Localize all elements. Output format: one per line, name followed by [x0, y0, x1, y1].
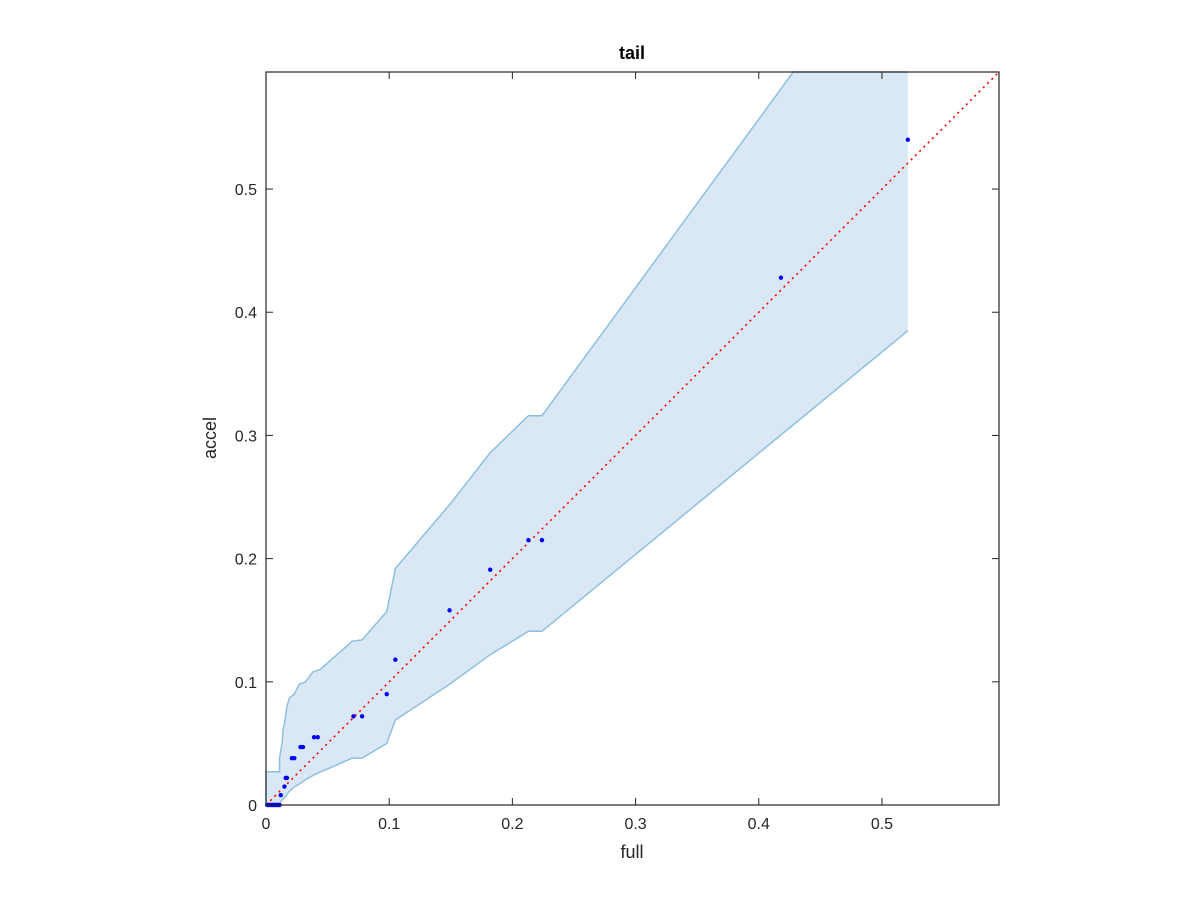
x-tick-label: 0.1 — [378, 816, 400, 833]
axes-box — [265, 71, 1000, 806]
x-tick-label: 0.3 — [624, 816, 646, 833]
x-tick-label: 0.2 — [501, 816, 523, 833]
y-tick-label: 0.2 — [235, 552, 257, 569]
y-tick-label: 0.1 — [235, 675, 257, 692]
confidence-band-fill — [266, 72, 908, 805]
data-point — [359, 714, 365, 719]
data-point — [905, 137, 911, 142]
data-point — [284, 775, 290, 781]
ticks-layer: 0 0.1 0.2 0.3 0.4 0.5 0 0.1 0.2 0.3 0.4 0.5 — [235, 72, 999, 833]
y-tick-label: 0.5 — [235, 182, 257, 199]
x-tick-label: 0 — [262, 816, 271, 833]
y-tick-label: 0.4 — [235, 305, 257, 322]
x-tick-label: 0.5 — [871, 816, 893, 833]
data-point — [311, 735, 317, 740]
y-tick-label: 0 — [248, 798, 257, 815]
data-point — [447, 608, 452, 613]
data-point — [384, 691, 389, 697]
data-point — [300, 744, 306, 750]
y-tick-label: 0.3 — [235, 428, 257, 445]
data-point — [488, 567, 493, 572]
data-point — [315, 735, 320, 740]
data-point — [278, 792, 283, 798]
band-upper-edge — [265, 71, 908, 805]
data-point — [292, 755, 297, 761]
x-tick-label: 0.4 — [748, 816, 770, 833]
confidence-band-layer — [265, 71, 909, 806]
chart-title: tail — [619, 43, 645, 63]
data-point — [539, 537, 545, 543]
data-point — [393, 657, 398, 662]
band-lower-edge — [266, 330, 909, 806]
y-axis-label: accel — [200, 417, 220, 459]
data-point — [526, 537, 531, 543]
data-point — [351, 714, 356, 719]
data-point — [778, 275, 784, 280]
x-axis-label: full — [620, 842, 643, 862]
data-point — [282, 784, 287, 789]
